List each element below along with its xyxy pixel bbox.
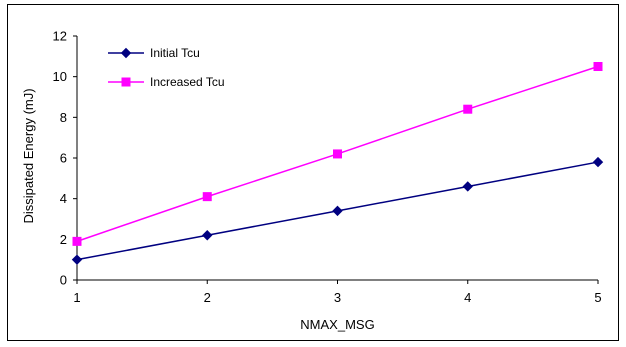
series-1 [71,156,604,265]
y-tick-label: 2 [60,232,67,247]
series [71,62,604,265]
x-tick-label: 5 [594,290,601,305]
data-point [463,104,473,114]
y-tick-label: 10 [53,69,67,84]
y-tick-label: 4 [60,191,67,206]
data-point [462,181,473,192]
y-axis-title: Dissipated Energy (mJ) [21,88,36,223]
x-tick-label: 4 [464,290,471,305]
data-point [71,254,83,265]
data-point [332,205,343,217]
x-tick-label: 3 [334,290,341,305]
axes [73,35,599,284]
legend: Initial Tcu Increased Tcu [108,46,225,89]
series-2 [72,62,603,246]
data-point [202,230,213,241]
y-tick-label: 12 [53,29,67,44]
chart-frame [7,4,619,341]
data-point [592,156,604,168]
data-point [202,192,212,202]
y-tick-label: 8 [60,110,67,125]
y-tick-label: 0 [60,273,67,288]
data-point [333,149,342,159]
y-tick-label: 6 [60,151,67,166]
x-axis-title: NMAX_MSG [300,317,374,332]
legend-label: Increased Tcu [150,75,225,89]
data-point [72,236,82,246]
x-tick-label: 1 [73,290,80,305]
data-point [593,62,603,71]
legend-marker [121,77,131,87]
legend-label: Initial Tcu [150,46,200,60]
legend-marker [120,47,132,59]
x-tick-label: 2 [204,290,211,305]
